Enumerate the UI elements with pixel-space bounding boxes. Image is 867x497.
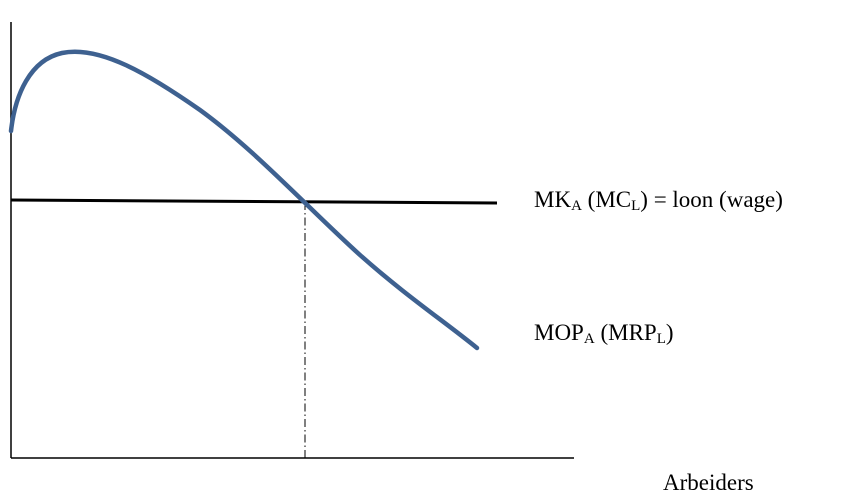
mrp-curve — [8, 49, 480, 351]
wage-label-main: MK — [534, 187, 572, 212]
mrp-label-sub-l: L — [656, 331, 666, 347]
wage-label-sub-l: L — [631, 198, 641, 214]
mrp-label-end: ) — [665, 320, 674, 345]
wage-line — [10, 198, 498, 205]
mrp-curve-label: MOPA (MRPL) — [534, 320, 674, 347]
wage-label-mid: (MC — [581, 187, 632, 212]
wage-label-sub-a: A — [571, 198, 582, 214]
mrp-label-sub-a: A — [583, 331, 595, 347]
wage-line-label: MKA (MCL) = loon (wage) — [534, 187, 783, 214]
wage-label-end: ) = loon (wage) — [640, 187, 783, 212]
mrp-label-mid: (MRP — [594, 320, 657, 345]
x-axis-label: Arbeiders — [663, 470, 754, 495]
mrp-label-main: MOP — [534, 320, 584, 345]
